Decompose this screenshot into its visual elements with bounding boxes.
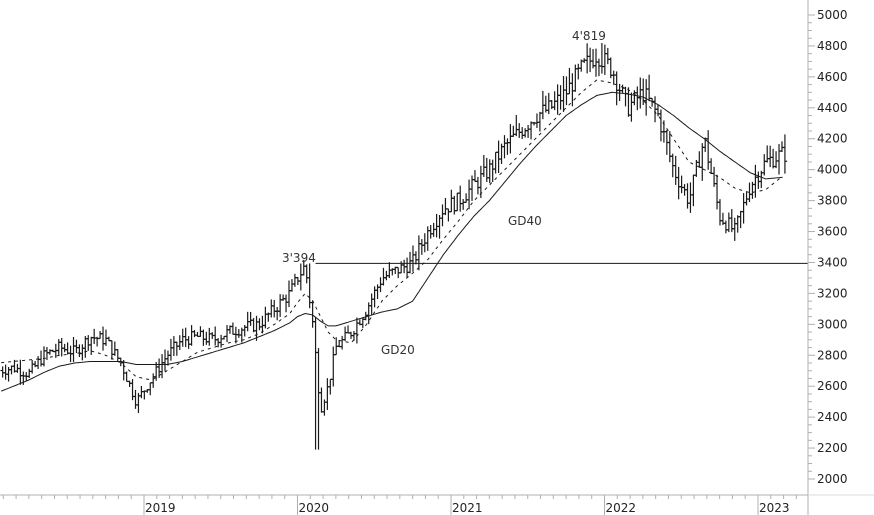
gd20-path [1,79,783,381]
y-tick-label: 3400 [817,255,848,269]
x-tick-label: 2020 [299,501,330,515]
y-tick-label: 4600 [817,70,848,84]
peak-label-2020: 3'394 [282,251,316,265]
gd40-path [1,91,783,392]
gd40-label: GD40 [508,214,542,228]
y-tick-label: 2400 [817,410,848,424]
gd40-line [1,91,783,392]
y-tick-label: 2200 [817,441,848,455]
y-tick-label: 4200 [817,132,848,146]
gd20-label: GD20 [381,343,415,357]
y-tick-label: 4800 [817,39,848,53]
y-tick-label: 3800 [817,194,848,208]
y-tick-label: 2600 [817,379,848,393]
y-tick-label: 4400 [817,101,848,115]
x-tick-label: 2019 [145,501,176,515]
peak-label-2021: 4'819 [572,29,606,43]
y-tick-label: 3200 [817,286,848,300]
x-tick-label: 2023 [759,501,790,515]
x-tick-label: 2022 [606,501,637,515]
plot-area [0,42,788,450]
y-tick-label: 2800 [817,348,848,362]
y-tick-label: 3000 [817,317,848,331]
y-axis: 5000 4800 4600 4400 4200 4000 3800 3600 3400 3200… [808,8,848,486]
x-axis: 2019 2020 2021 2022 2023 [2,495,797,515]
y-tick-label: 2000 [817,472,848,486]
gd20-line [1,79,783,381]
x-tick-label: 2021 [452,501,483,515]
y-tick-label: 3600 [817,225,848,239]
y-tick-label: 4000 [817,163,848,177]
y-tick-label: 5000 [817,8,848,22]
